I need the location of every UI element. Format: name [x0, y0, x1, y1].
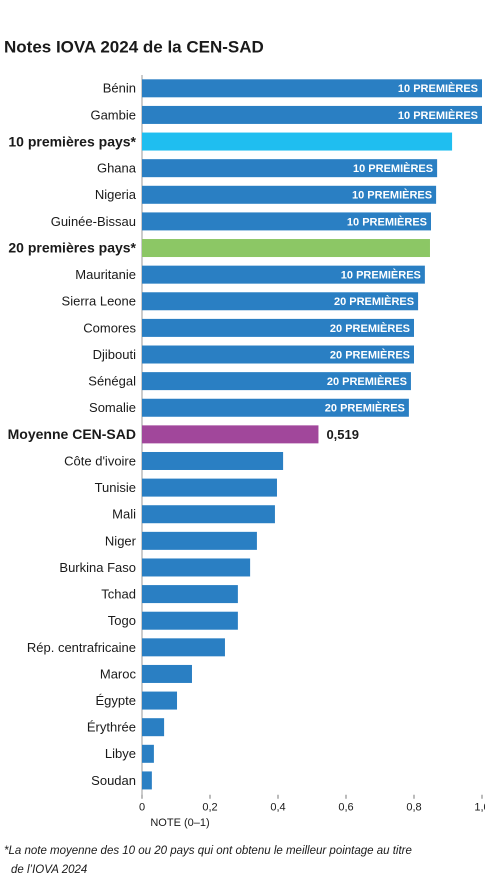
bar	[142, 185, 437, 204]
bar	[142, 292, 419, 311]
x-axis-label: NOTE (0–1)	[150, 817, 209, 829]
bar	[142, 505, 275, 524]
bar-label: 10 PREMIÈRES	[398, 82, 478, 95]
y-tick-label: Libye	[105, 746, 136, 761]
y-tick-label: 20 premières pays*	[8, 240, 136, 256]
bar	[142, 318, 414, 337]
bar	[142, 212, 431, 231]
x-tick-label: 0,6	[338, 802, 353, 814]
y-tick-label: Guinée-Bissau	[51, 214, 136, 229]
y-tick-label: Sierra Leone	[62, 294, 136, 309]
bar-label: 10 PREMIÈRES	[347, 215, 427, 228]
y-tick-label: Érythrée	[87, 720, 136, 735]
bar	[142, 425, 319, 444]
y-tick-label: Mauritanie	[75, 267, 136, 282]
x-tick-label: 0,4	[270, 802, 285, 814]
y-tick-label: Togo	[108, 613, 136, 628]
bar-label: 10 PREMIÈRES	[341, 269, 421, 282]
x-tick-label: 1,0	[474, 802, 485, 814]
y-tick-label: Rép. centrafricaine	[27, 640, 136, 655]
y-tick-label: Maroc	[100, 666, 137, 681]
value-label: 0,519	[326, 427, 359, 442]
y-tick-label: Nigeria	[95, 187, 137, 202]
y-tick-label: Djibouti	[93, 347, 136, 362]
bar	[142, 718, 165, 737]
bar	[142, 744, 154, 763]
y-tick-label: Somalie	[89, 400, 136, 415]
x-tick-label: 0	[139, 802, 145, 814]
footnote: *La note moyenne des 10 ou 20 pays qui o…	[4, 845, 412, 857]
bar	[142, 79, 482, 98]
bar	[142, 691, 178, 710]
y-tick-label: Tchad	[101, 587, 136, 602]
y-tick-label: Niger	[105, 533, 137, 548]
bar-label: 10 PREMIÈRES	[353, 162, 433, 175]
bar	[142, 239, 430, 258]
bar	[142, 105, 482, 124]
y-tick-label: Égypte	[96, 693, 136, 708]
bar	[142, 398, 409, 417]
y-tick-label: Moyenne CEN-SAD	[8, 426, 136, 442]
y-tick-label: Burkina Faso	[59, 560, 136, 575]
y-tick-label: Gambie	[90, 107, 136, 122]
y-tick-label: Comores	[83, 320, 136, 335]
bar-label: 10 PREMIÈRES	[352, 189, 432, 202]
y-tick-label: Soudan	[91, 773, 136, 788]
bar	[142, 478, 277, 497]
y-tick-label: Sénégal	[88, 374, 136, 389]
y-tick-label: Bénin	[103, 81, 136, 96]
bar	[142, 531, 257, 550]
bar	[142, 132, 453, 151]
bar	[142, 159, 438, 178]
bar	[142, 345, 414, 364]
x-tick-label: 0,8	[406, 802, 421, 814]
bar-label: 10 PREMIÈRES	[398, 109, 478, 122]
y-tick-label: Côte d'ivoire	[64, 453, 136, 468]
bar-label: 20 PREMIÈRES	[325, 402, 405, 415]
x-tick-label: 0,2	[202, 802, 217, 814]
bar	[142, 638, 225, 657]
bar	[142, 558, 251, 577]
bar-label: 20 PREMIÈRES	[330, 348, 410, 361]
y-tick-label: 10 premières pays*	[8, 133, 136, 149]
bar	[142, 585, 238, 604]
bar-label: 20 PREMIÈRES	[330, 322, 410, 335]
y-tick-label: Mali	[112, 507, 136, 522]
bar	[142, 451, 284, 470]
bar	[142, 611, 238, 630]
y-tick-label: Ghana	[97, 161, 137, 176]
bar	[142, 265, 425, 284]
bar	[142, 771, 152, 790]
bar	[142, 664, 192, 683]
bar	[142, 372, 411, 391]
y-tick-label: Tunisie	[95, 480, 136, 495]
bar-label: 20 PREMIÈRES	[327, 375, 407, 388]
footnote: de l’IOVA 2024	[11, 864, 87, 876]
bar-label: 20 PREMIÈRES	[334, 295, 414, 308]
chart-title: Notes IOVA 2024 de la CEN-SAD	[4, 37, 264, 56]
